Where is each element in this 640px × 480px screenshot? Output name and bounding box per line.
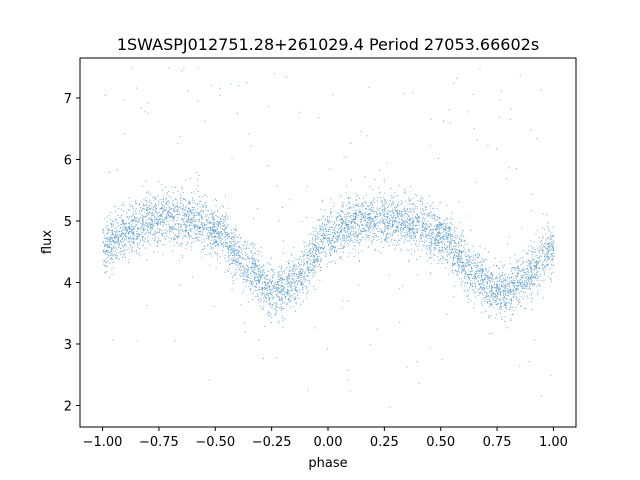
y-axis-ticks: 2 3 4 5 6 7 — [64, 92, 80, 414]
x-tick-label: 0.50 — [426, 435, 455, 450]
x-tick-label: 1.00 — [539, 435, 568, 450]
y-tick-label: 4 — [64, 276, 72, 291]
y-axis-label: flux — [40, 230, 55, 254]
x-axis-label: phase — [308, 456, 347, 471]
x-tick-label: −1.00 — [83, 435, 123, 450]
y-tick-label: 6 — [64, 153, 72, 168]
x-tick-label: −0.25 — [252, 435, 292, 450]
x-tick-label: 0.00 — [314, 435, 343, 450]
x-tick-label: −0.50 — [195, 435, 235, 450]
x-tick-label: −0.75 — [139, 435, 179, 450]
y-tick-label: 5 — [64, 215, 72, 230]
y-tick-label: 3 — [64, 338, 72, 353]
x-tick-label: 0.25 — [370, 435, 399, 450]
chart-title: 1SWASPJ012751.28+261029.4 Period 27053.6… — [117, 35, 539, 54]
y-tick-label: 2 — [64, 399, 72, 414]
x-tick-label: 0.75 — [483, 435, 512, 450]
x-axis-ticks: −1.00 −0.75 −0.50 −0.25 0.00 0.25 0.50 0.75 1.00 — [83, 427, 568, 450]
y-tick-label: 7 — [64, 92, 72, 107]
